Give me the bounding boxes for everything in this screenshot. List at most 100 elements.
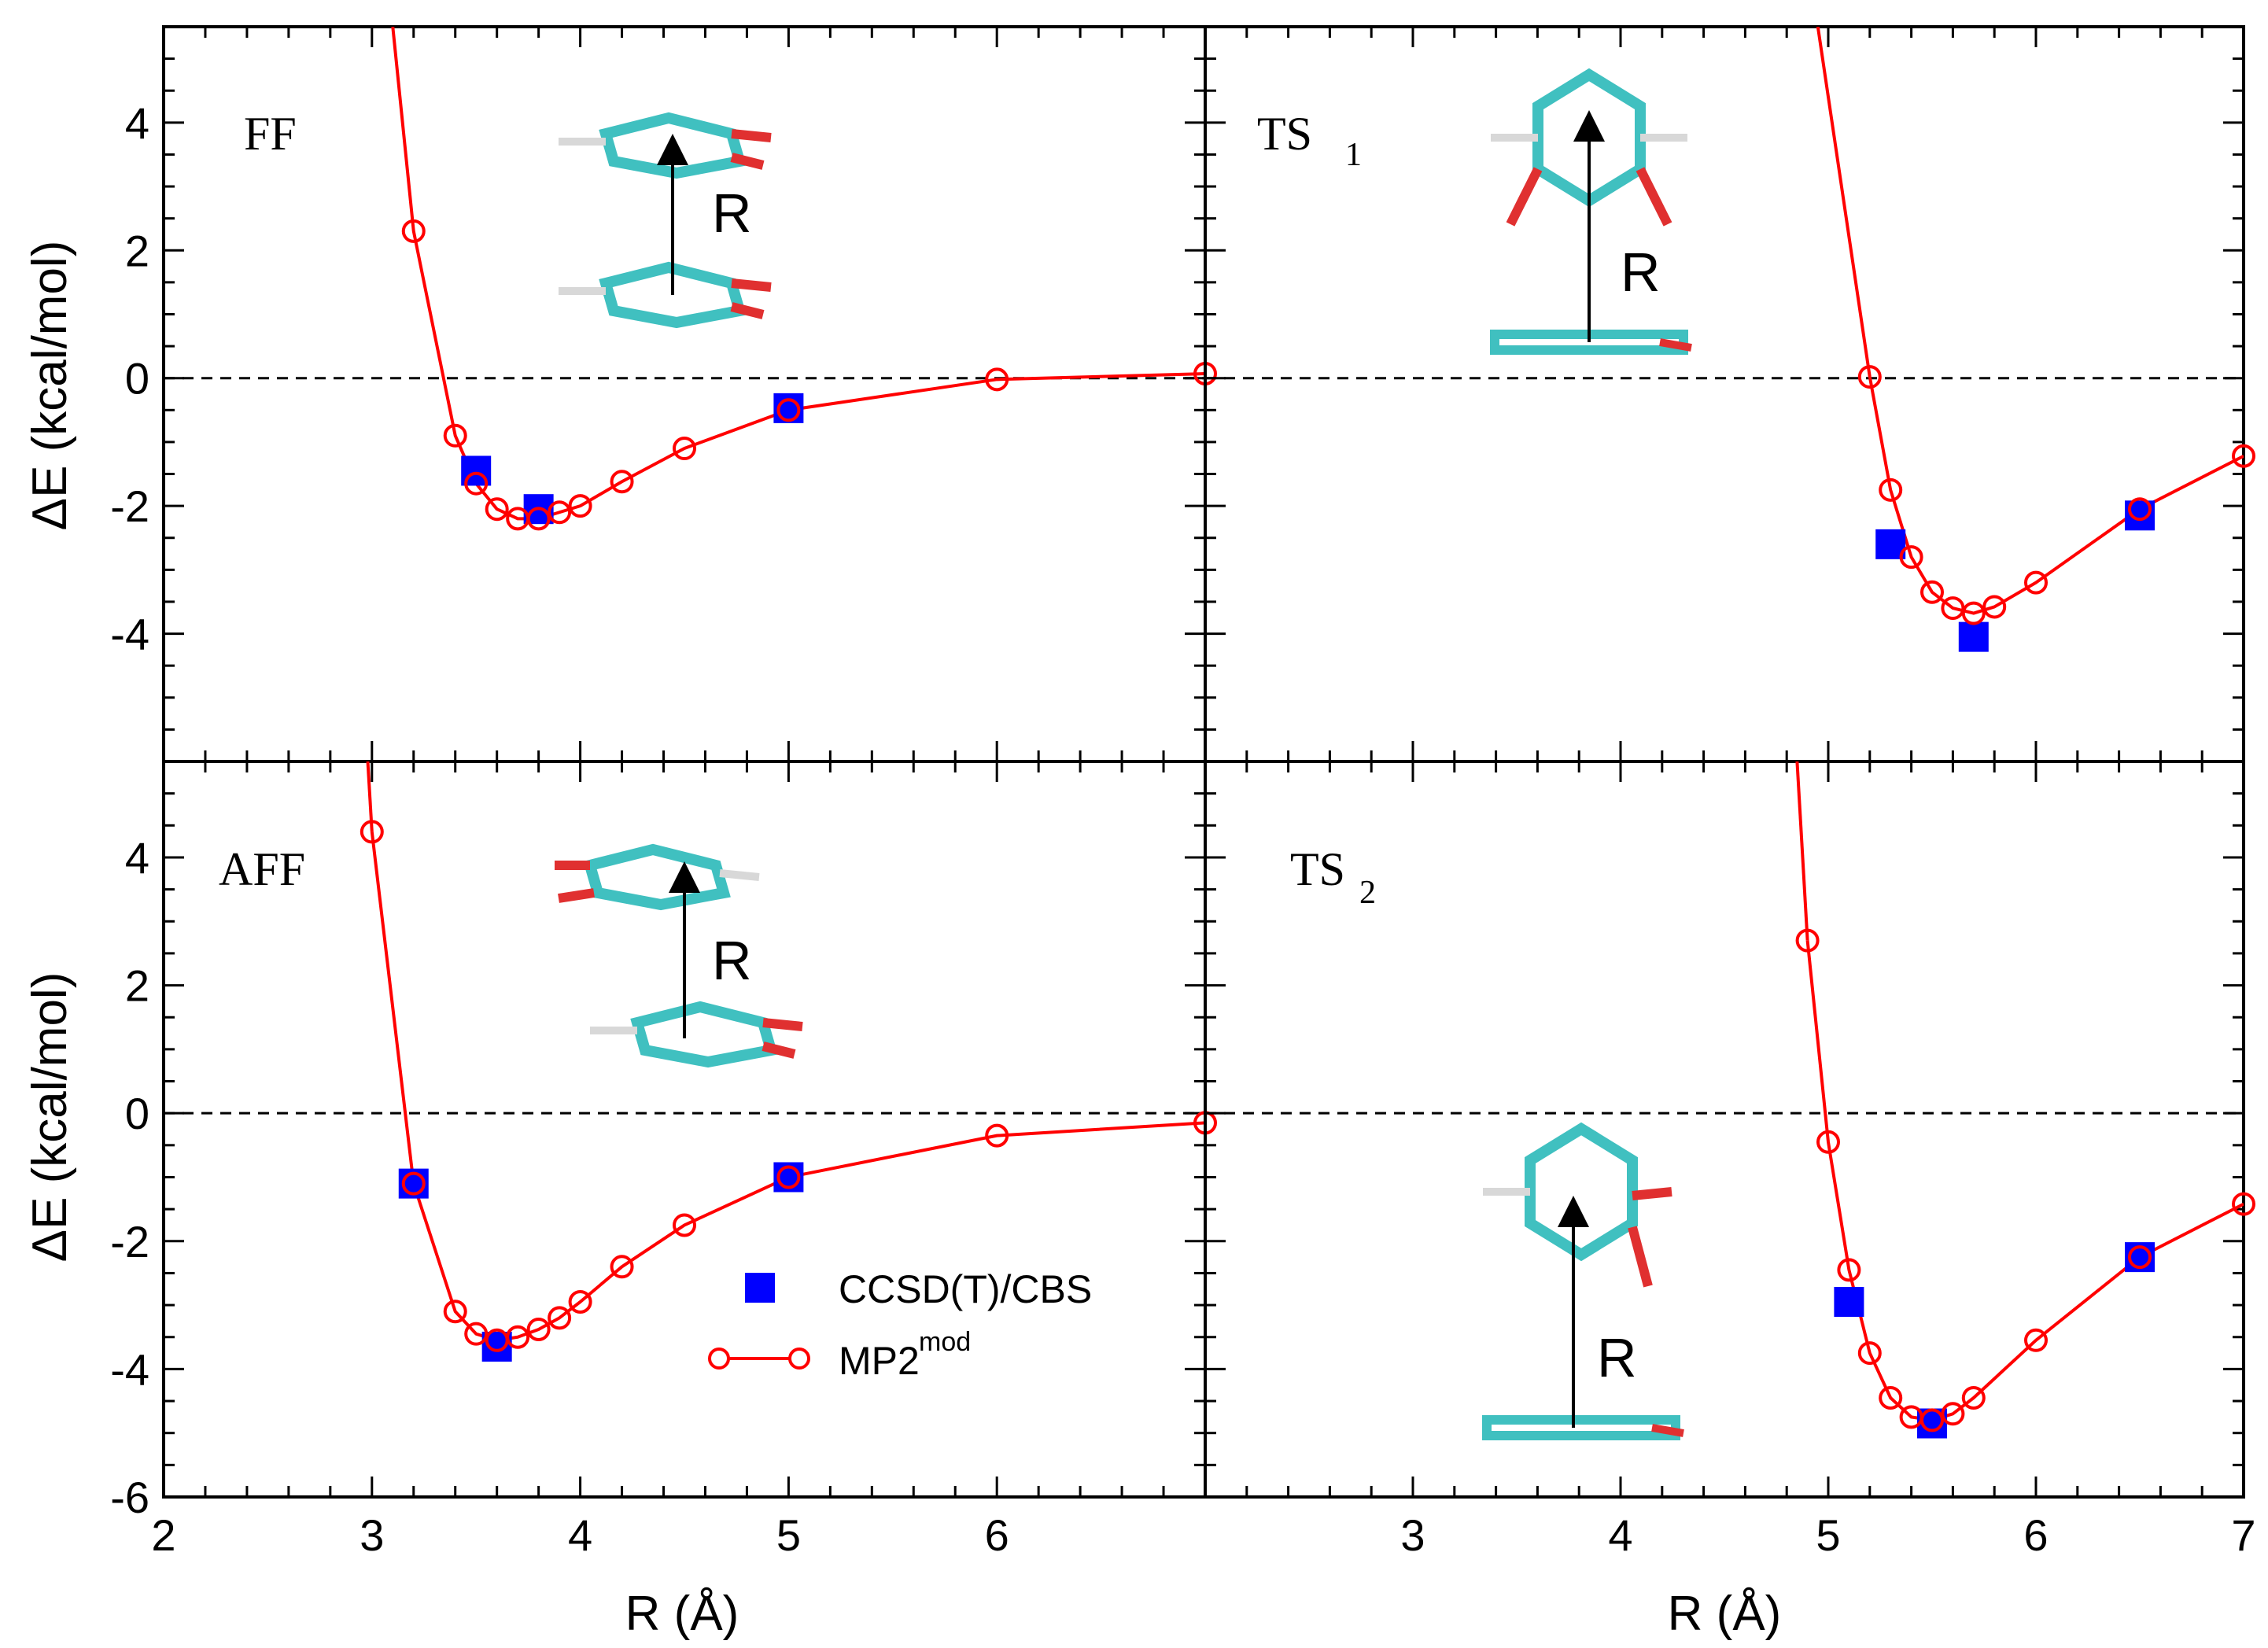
- series-line-mp2: [391, 27, 1205, 521]
- r-label: R: [1621, 241, 1661, 303]
- data-point-mp2: [568, 494, 592, 518]
- plot-frame: [1204, 760, 2245, 1499]
- data-point-mp2: [610, 470, 634, 494]
- data-point-mp2: [401, 219, 426, 243]
- data-point-mp2: [443, 423, 467, 448]
- data-point-mp2: [2024, 570, 2048, 595]
- x-tick-label: 5: [1816, 1510, 1840, 1560]
- y-axis-label-top: ΔE (kcal/mol): [23, 241, 77, 531]
- data-point-mp2: [506, 1325, 530, 1349]
- ring-top: [559, 112, 772, 179]
- y-tick-label: -4: [110, 1344, 149, 1394]
- x-tick-label: 4: [568, 1510, 592, 1560]
- series-line-mp2: [1868, 376, 2244, 615]
- ring-vertical: [1491, 68, 1687, 227]
- panel-ts2-plot: 3 4 5 6 7: [1204, 760, 2256, 1560]
- data-point-mp2: [568, 1290, 592, 1314]
- molecule-ts2-tshaped-dimer: R: [1482, 1122, 1684, 1440]
- data-point-mp2: [1920, 1408, 1944, 1432]
- x-tick-label: 3: [360, 1510, 384, 1560]
- panel-aff-plot: 420-2-4-62 3 4 5 6: [110, 760, 1217, 1560]
- molecule-ts1-tshaped-dimer: R: [1490, 68, 1692, 355]
- data-point-mp2: [2128, 497, 2152, 522]
- data-point-mp2: [548, 500, 572, 525]
- ring-vertical: [1483, 1122, 1672, 1288]
- data-point-mp2: [985, 1123, 1009, 1148]
- data-point-mp2: [985, 367, 1009, 392]
- legend: CCSD(T)/CBS MP2 mod: [708, 1267, 1092, 1383]
- x-axis-label-left: R (Å): [625, 1587, 739, 1641]
- data-point-mp2: [485, 497, 509, 522]
- data-point-mp2: [1879, 1385, 1903, 1410]
- y-tick-label: 0: [125, 1089, 149, 1138]
- data-point-mp2: [360, 820, 384, 844]
- panel-label-ts2: TS: [1290, 843, 1345, 895]
- data-point-mp2: [526, 507, 551, 531]
- data-point-mp2: [1879, 477, 1903, 502]
- data-point-mp2: [443, 1300, 467, 1324]
- series-group: [1816, 27, 2244, 652]
- x-tick-label: 6: [985, 1510, 1009, 1560]
- r-label: R: [712, 182, 752, 244]
- y-axis-label-bottom: ΔE (kcal/mol): [23, 972, 77, 1263]
- data-point-mp2: [1899, 545, 1923, 570]
- series-line-mp2: [1805, 940, 2244, 1422]
- y-tick-label: -2: [110, 1217, 149, 1266]
- ring-flat: [1482, 1415, 1684, 1440]
- legend-mp2-superscript: mod: [919, 1327, 971, 1357]
- series-group: [391, 27, 1205, 525]
- x-tick-label: 6: [2023, 1510, 2048, 1560]
- data-point-mp2: [776, 398, 801, 422]
- data-point-mp2: [464, 471, 489, 496]
- data-point-mp2: [2232, 1192, 2255, 1216]
- ring-bottom: [559, 261, 772, 329]
- legend-ccsd-label: CCSD(T)/CBS: [839, 1267, 1092, 1311]
- molecule-ff-stacked-dimer: R: [559, 112, 772, 329]
- panel-label-ts1: TS: [1257, 108, 1312, 160]
- panel-ts1-plot: [1204, 25, 2255, 763]
- y-tick-label: -6: [110, 1473, 149, 1522]
- panel-aff: 420-2-4-62 3 4 5 6: [110, 760, 1217, 1560]
- ring-bottom: [590, 1001, 803, 1068]
- series-line-mp2: [1795, 761, 1809, 941]
- panel-ts2: 3 4 5 6 7: [1204, 760, 2256, 1560]
- data-point-mp2: [1961, 1385, 1986, 1410]
- x-tick-label: 5: [776, 1510, 801, 1560]
- panel-label-aff: AFF: [219, 843, 305, 895]
- ring-flat: [1490, 330, 1692, 355]
- y-tick-label: -4: [110, 610, 149, 659]
- series-group: [1795, 761, 2244, 1439]
- data-point-mp2: [2024, 1328, 2048, 1352]
- data-point-mp2: [1920, 580, 1944, 604]
- data-point-mp2: [548, 1306, 572, 1330]
- legend-ccsd-marker: [745, 1273, 775, 1303]
- molecule-aff-antiparallel-dimer: R: [555, 843, 803, 1068]
- panel-label-ff: FF: [244, 108, 297, 160]
- data-point-mp2: [610, 1255, 634, 1279]
- plot-frame: [162, 25, 1207, 763]
- r-label: R: [1597, 1327, 1637, 1388]
- data-point-mp2: [673, 437, 696, 461]
- x-tick-label: 3: [1400, 1510, 1425, 1560]
- legend-mp2-marker-right: [788, 1348, 810, 1370]
- x-tick-label: 4: [1608, 1510, 1632, 1560]
- y-tick-label: 4: [125, 833, 149, 883]
- data-point-mp2: [1961, 601, 1986, 625]
- legend-mp2-marker-left: [708, 1348, 730, 1370]
- data-point-mp2: [1795, 928, 1820, 953]
- panel-ts1: [1204, 25, 2255, 763]
- y-tick-label: 2: [125, 226, 149, 275]
- ring-top: [555, 843, 760, 911]
- y-tick-label: 0: [125, 354, 149, 404]
- series-line-mp2: [370, 831, 1205, 1342]
- panel-label-ts1-sub: 1: [1345, 137, 1362, 173]
- data-point-mp2: [401, 1171, 426, 1196]
- data-point-mp2: [1816, 1130, 1840, 1154]
- data-point-mp2: [673, 1213, 696, 1237]
- r-label: R: [712, 930, 752, 991]
- y-tick-label: -2: [110, 481, 149, 531]
- x-tick-label: 7: [2231, 1510, 2255, 1560]
- data-point-mp2: [526, 1317, 551, 1341]
- legend-mp2-label: MP2: [839, 1339, 920, 1383]
